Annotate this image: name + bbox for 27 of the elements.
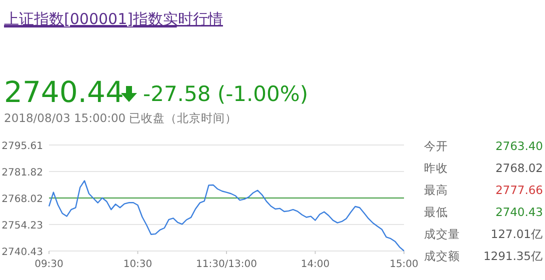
text: 2768.02 [495,161,543,175]
x-tick-label: 11:30/13:00 [196,259,258,270]
y-tick-label: 2768.02 [2,194,43,205]
line-series [48,180,405,252]
text: 2740.43 [495,205,543,219]
text: 成交额 [424,249,460,263]
text: 最高 [424,183,448,197]
x-tick-label: 10:30 [123,259,152,270]
x-tick-label: 14:00 [300,259,330,270]
text: 1291.35亿 [483,249,543,263]
y-tick-label: 2795.61 [2,141,43,152]
y-tick-label: 2754.23 [2,220,43,232]
text: 2018/08/03 15:00:00 已收盘（北京时间） [4,111,238,125]
text: 2763.40 [495,139,543,153]
text: 2740.44 [4,75,124,109]
text: 2777.66 [495,183,543,197]
text: 成交量 [424,227,460,241]
text: 127.01亿 [490,227,543,241]
text: 今开 [424,139,448,153]
text: 最低 [424,205,448,219]
y-tick-label: 2740.43 [2,247,43,258]
y-tick-label: 2781.82 [2,167,43,178]
x-tick-label: 09:30 [34,259,64,270]
chart-title: 上证指数[000001]指数实时行情 [4,10,223,28]
text: 昨收 [424,161,448,175]
x-tick-label: 15:00 [390,259,418,270]
text: -27.58 (-1.00%) [143,82,308,106]
